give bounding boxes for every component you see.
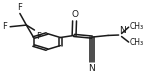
Text: CH₃: CH₃ (129, 38, 144, 47)
Text: F: F (36, 32, 41, 41)
Text: F: F (2, 22, 7, 31)
Text: N: N (119, 26, 126, 35)
Text: N: N (88, 64, 95, 73)
Text: CH₃: CH₃ (129, 22, 144, 31)
Text: O: O (71, 10, 78, 19)
Text: F: F (17, 3, 22, 12)
